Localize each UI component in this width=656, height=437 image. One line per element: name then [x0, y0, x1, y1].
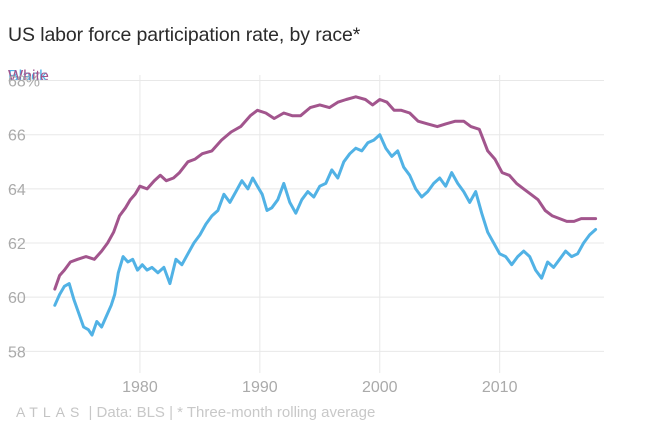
x-tick-label: 1990	[242, 379, 278, 396]
x-tick-label: 1980	[122, 379, 158, 396]
y-tick-label: 68%	[8, 74, 40, 91]
x-axis: 1980 1990 2000 2010	[122, 379, 517, 396]
chart-title: US labor force participation rate, by ra…	[8, 24, 361, 46]
y-tick-label: 64	[8, 182, 26, 199]
x-tick-label: 2010	[482, 379, 518, 396]
y-tick-label: 60	[8, 290, 26, 307]
source-note: | Data: BLS | * Three-month rolling aver…	[88, 404, 376, 421]
series-line-white	[53, 95, 598, 291]
y-axis: 58 60 62 64 66 68%	[8, 74, 40, 362]
gridlines	[8, 75, 604, 373]
y-tick-label: 66	[8, 128, 26, 145]
series-line-black	[53, 133, 598, 337]
y-tick-label: 58	[8, 344, 26, 361]
series-lines	[53, 95, 598, 337]
atlas-logo: ATLAS	[16, 404, 85, 420]
x-tick-label: 2000	[362, 379, 398, 396]
y-tick-label: 62	[8, 236, 26, 253]
footer: ATLAS | Data: BLS | * Three-month rollin…	[16, 404, 375, 421]
